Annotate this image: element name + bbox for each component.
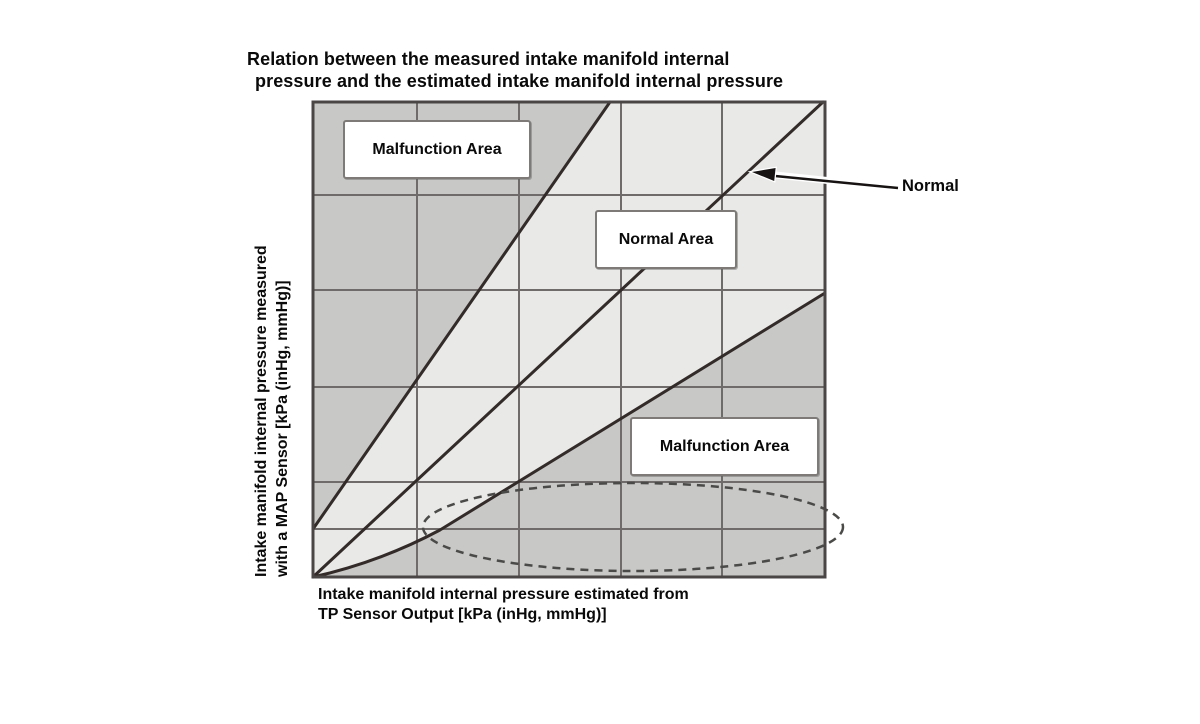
upper-malfunction-boundary-line xyxy=(311,100,612,531)
x-axis-label-line-2: TP Sensor Output [kPa (inHg, mmHg)] xyxy=(318,606,607,623)
fault-region-ellipse xyxy=(421,481,845,573)
figure-title: Relation between the measured intake man… xyxy=(247,48,783,92)
x-axis-label-line-1: Intake manifold internal pressure estima… xyxy=(318,586,689,603)
figure-title-line-1: Relation between the measured intake man… xyxy=(247,49,730,69)
normal-area-label: Normal Area xyxy=(618,230,714,248)
malfunction-area-bottom-label-box: Malfunction Area xyxy=(630,417,819,476)
normal-pointer-arrow xyxy=(747,166,899,192)
figure-title-line-2: pressure and the estimated intake manifo… xyxy=(255,71,784,91)
x-axis-label: Intake manifold internal pressure estima… xyxy=(318,585,689,625)
malfunction-area-top-label: Malfunction Area xyxy=(372,140,502,158)
normal-area-label-box: Normal Area xyxy=(595,210,737,269)
lower-malfunction-boundary-line xyxy=(311,291,827,579)
malfunction-area-top-label-box: Malfunction Area xyxy=(343,120,531,179)
chart-gridlines xyxy=(313,102,825,577)
malfunction-region-bottom-right xyxy=(313,293,825,577)
malfunction-area-bottom-label: Malfunction Area xyxy=(659,437,790,455)
normal-line xyxy=(311,100,825,579)
chart-lines xyxy=(311,100,827,579)
arrowhead-icon xyxy=(747,166,778,183)
chart-border xyxy=(311,100,827,579)
normal-pointer-label: Normal xyxy=(902,177,959,195)
